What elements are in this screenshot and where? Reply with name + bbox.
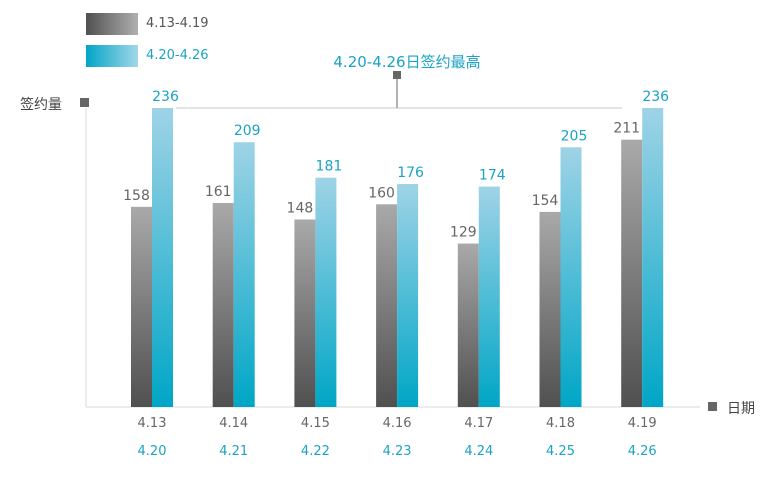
bar-series2-4.14 — [233, 142, 255, 407]
data-label-series2-4.18: 205 — [561, 128, 588, 144]
x-tick-label-4.15: 4.15 — [301, 416, 330, 431]
x-tick-labels: 4.13 4.20 4.14 4.21 4.15 4.22 4.16 4.23 4.17 4.24… — [138, 416, 657, 459]
legend-swatch-series2 — [86, 45, 138, 67]
legend-label-series1: 4.13-4.19 — [146, 16, 209, 31]
x-tick-label-4.19: 4.19 — [628, 416, 657, 431]
x-axis-label: 日期 — [727, 401, 755, 417]
bar-series2-4.18 — [560, 147, 582, 407]
x-tick-label-secondary-4.24: 4.24 — [464, 444, 493, 459]
bar-series2-4.16 — [397, 184, 419, 407]
bar-series2-4.19 — [642, 108, 664, 407]
x-tick-label-secondary-4.25: 4.25 — [546, 444, 575, 459]
x-tick-label-4.16: 4.16 — [383, 416, 412, 431]
annotation-marker — [393, 71, 401, 79]
y-axis-label: 签约量 — [20, 96, 62, 113]
legend-label-series2: 4.20-4.26 — [146, 48, 209, 63]
x-tick-label-4.14: 4.14 — [219, 416, 248, 431]
data-label-series2-4.13: 236 — [152, 89, 179, 105]
x-tick-label-4.17: 4.17 — [464, 416, 493, 431]
bar-series2-4.13 — [152, 108, 173, 407]
data-label-series1-4.16: 160 — [368, 185, 395, 201]
bar-series1-4.19 — [621, 139, 643, 408]
data-label-series2-4.14: 209 — [234, 123, 261, 139]
bar-series1-4.15 — [294, 219, 316, 407]
data-label-series2-4.17: 174 — [479, 168, 506, 184]
y-axis-marker — [80, 98, 89, 107]
x-tick-label-secondary-4.22: 4.22 — [301, 444, 330, 459]
bar-series1-4.13 — [131, 206, 152, 407]
data-label-series1-4.18: 154 — [532, 193, 559, 209]
x-tick-label-secondary-4.26: 4.26 — [628, 444, 657, 459]
bar-series1-4.16 — [376, 204, 398, 407]
x-tick-label-4.13: 4.13 — [138, 416, 167, 431]
legend-swatch-series1 — [86, 13, 138, 35]
x-tick-label-secondary-4.21: 4.21 — [219, 444, 248, 459]
x-tick-label-4.18: 4.18 — [546, 416, 575, 431]
data-label-series2-4.19: 236 — [642, 89, 669, 105]
bar-series1-4.17 — [457, 243, 479, 407]
data-label-series1-4.17: 129 — [450, 225, 477, 241]
data-label-series2-4.15: 181 — [316, 159, 343, 175]
bar-series1-4.14 — [212, 203, 234, 407]
data-label-series1-4.14: 161 — [205, 184, 232, 200]
data-label-series1-4.13: 158 — [123, 188, 150, 204]
data-label-series1-4.15: 148 — [287, 200, 314, 216]
data-label-series2-4.16: 176 — [397, 165, 424, 181]
bar-series2-4.15 — [315, 177, 337, 407]
annotation-text: 4.20-4.26日签约最高 — [333, 53, 480, 71]
bar-series1-4.18 — [539, 211, 561, 407]
x-tick-label-secondary-4.20: 4.20 — [138, 444, 167, 459]
x-tick-label-secondary-4.23: 4.23 — [383, 444, 412, 459]
data-label-series1-4.19: 211 — [613, 121, 640, 137]
bar-series2-4.17 — [478, 186, 500, 407]
x-axis-marker — [708, 402, 717, 411]
